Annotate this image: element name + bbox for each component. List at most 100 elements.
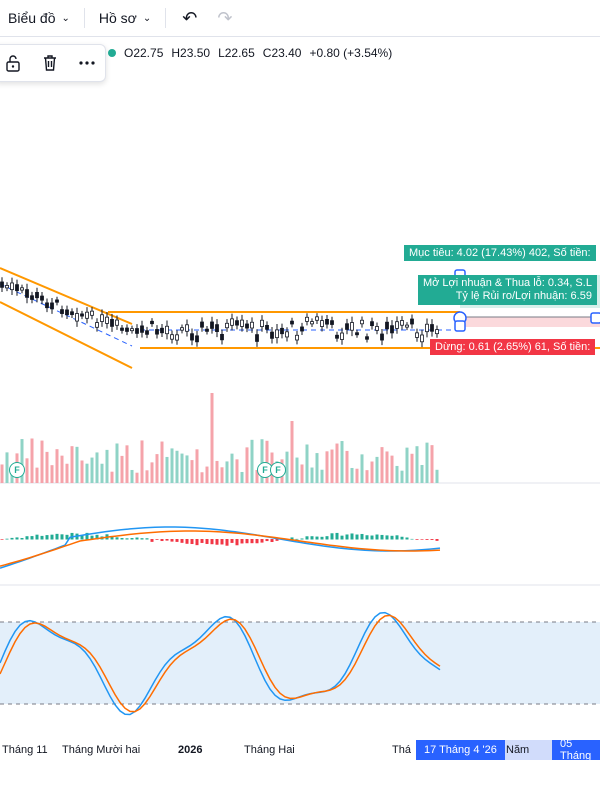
macd-hist-bar — [370, 535, 374, 540]
range-end-badge[interactable]: 05 Tháng — [552, 738, 600, 762]
candle-body — [230, 318, 234, 326]
candle-body — [210, 321, 214, 329]
candle-body — [85, 311, 89, 319]
time-label: Tháng 11 — [2, 744, 48, 756]
right-handle[interactable] — [590, 312, 600, 324]
profile-menu-button[interactable]: Hồ sơ ⌄ — [91, 4, 159, 32]
macd-hist-bar — [335, 532, 339, 540]
volume-bar — [355, 468, 359, 483]
macd-hist-bar — [15, 537, 19, 540]
macd-hist-bar — [365, 535, 369, 540]
macd-hist-bar — [185, 539, 189, 544]
macd-hist-bar — [240, 539, 244, 544]
volume-bar — [110, 471, 114, 483]
macd-hist-bar — [435, 539, 439, 541]
macd-hist-bar — [30, 536, 34, 540]
candle-body — [420, 334, 424, 343]
volume-bar — [80, 460, 84, 483]
channel-lower-line[interactable] — [0, 301, 133, 369]
pnl-label: Mở Lợi nhuận & Thua lỗ: 0.34, S.L — [423, 277, 592, 289]
volume-bar — [390, 455, 394, 483]
macd-hist-bar — [200, 539, 204, 543]
macd-histogram — [0, 532, 439, 546]
macd-hist-bar — [170, 539, 174, 542]
volume-bar — [160, 441, 164, 483]
volume-bar — [430, 445, 434, 483]
candle-body — [285, 331, 289, 338]
macd-hist-bar — [10, 537, 14, 540]
macd-hist-bar — [25, 536, 29, 540]
candle-body — [345, 323, 349, 330]
volume-bar — [380, 447, 384, 483]
undo-icon[interactable]: ↶ — [182, 7, 198, 28]
macd-hist-bar — [410, 538, 414, 540]
volume-bar — [155, 454, 159, 483]
candle-body — [350, 322, 354, 331]
candle-body — [410, 318, 414, 325]
ohlc-legend: O22.75 H23.50 L22.65 C23.40 +0.80 (+3.54… — [108, 46, 392, 60]
volume-bar — [5, 452, 9, 483]
macd-hist-bar — [20, 537, 24, 540]
macd-hist-bar — [390, 535, 394, 540]
candle-body — [175, 334, 179, 341]
candle-body — [430, 324, 434, 332]
macd-hist-bar — [85, 532, 89, 540]
candle-body — [120, 327, 124, 331]
macd-hist-bar — [55, 533, 59, 540]
trash-icon[interactable] — [38, 51, 62, 75]
candle-body — [305, 316, 309, 322]
stoch-k-line — [0, 611, 441, 716]
volume-bar — [345, 450, 349, 483]
volume-bar — [145, 470, 149, 483]
candle-body — [65, 309, 69, 316]
volume-bar — [260, 439, 264, 483]
candle-body — [50, 302, 54, 310]
volume-bar — [65, 463, 69, 483]
candle-body — [325, 318, 329, 325]
lock-icon[interactable] — [1, 51, 25, 75]
candle-body — [135, 328, 139, 334]
chart-canvas[interactable] — [0, 36, 600, 736]
volume-bar — [20, 439, 24, 483]
candle-body — [380, 333, 384, 341]
candle-body — [310, 321, 314, 325]
volume-bar — [35, 467, 39, 483]
loss-zone[interactable] — [460, 317, 600, 327]
time-axis[interactable]: Tháng 11 Tháng Mười hai 2026 Tháng Hai T… — [0, 736, 600, 764]
volume-bar — [125, 445, 129, 483]
range-start-badge[interactable]: 17 Tháng 4 '26 — [416, 740, 505, 760]
candle-body — [300, 326, 304, 332]
macd-hist-bar — [325, 536, 329, 540]
top-toolbar: Biểu đồ ⌄ Hồ sơ ⌄ ↶ ↷ — [0, 0, 600, 37]
candle-body — [185, 324, 189, 332]
macd-hist-bar — [275, 539, 279, 541]
financial-marker[interactable]: F — [270, 462, 286, 478]
volume-bar — [75, 446, 79, 483]
macd-hist-bar — [360, 533, 364, 540]
candle-body — [280, 327, 284, 335]
macd-hist-bar — [120, 538, 124, 540]
macd-hist-bar — [300, 538, 304, 540]
candle-body — [215, 324, 219, 333]
volume-bar — [285, 451, 289, 483]
candle-body — [255, 334, 259, 342]
volume-bar — [295, 457, 299, 483]
candle-body — [25, 289, 29, 298]
channel-upper-line[interactable] — [0, 267, 133, 325]
volume-bar — [365, 470, 369, 483]
candle-body — [245, 323, 249, 329]
volume-series — [0, 393, 439, 483]
ohlc-high: H23.50 — [171, 46, 211, 60]
candle-body — [225, 322, 229, 329]
stop-handle[interactable] — [454, 320, 466, 332]
volume-bar — [185, 455, 189, 483]
more-icon[interactable] — [75, 51, 99, 75]
financial-marker[interactable]: F — [9, 462, 25, 478]
macd-hist-bar — [50, 534, 54, 540]
redo-icon[interactable]: ↷ — [217, 7, 233, 28]
profile-menu-label: Hồ sơ — [98, 10, 137, 26]
chart-menu-button[interactable]: Biểu đồ ⌄ — [0, 4, 78, 32]
candle-body — [160, 327, 164, 334]
candle-body — [0, 281, 4, 288]
volume-bar — [375, 456, 379, 483]
